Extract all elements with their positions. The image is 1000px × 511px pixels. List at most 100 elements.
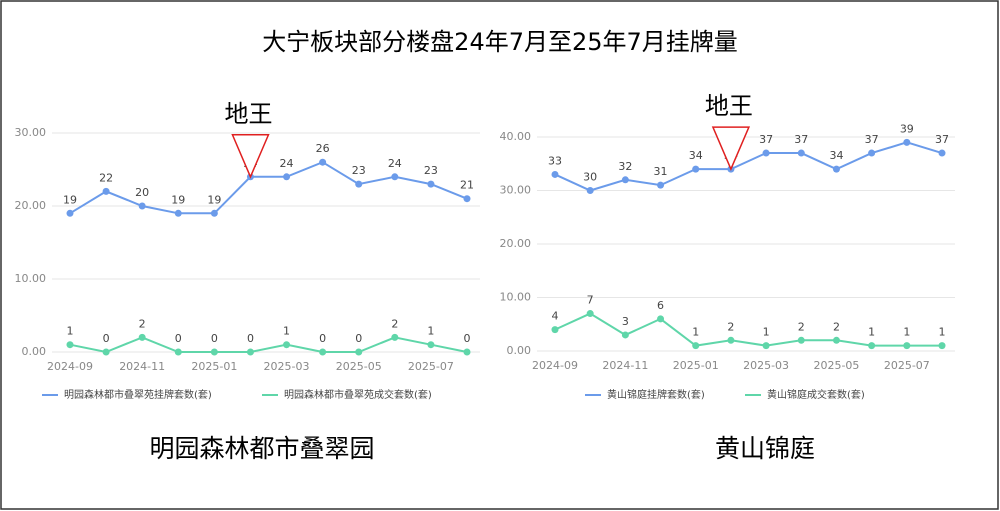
data-label: 0 [319, 332, 326, 345]
legend-label: 黄山锦庭挂牌套数(套) [607, 388, 705, 401]
data-label: 32 [618, 160, 632, 173]
point [868, 342, 876, 350]
y-tick-label: 30.00 [500, 184, 532, 197]
point [868, 149, 876, 157]
data-label: 37 [935, 133, 949, 146]
data-label: 1 [67, 325, 74, 338]
point [586, 310, 594, 318]
data-label: 1 [283, 325, 290, 338]
data-label: 37 [759, 133, 773, 146]
data-label: 30 [583, 171, 597, 184]
point [174, 348, 182, 356]
point [657, 315, 665, 323]
x-tick-label: 2025-07 [408, 360, 454, 373]
point [586, 187, 594, 194]
data-label: 21 [460, 179, 474, 192]
point [657, 181, 665, 189]
point [692, 165, 700, 173]
x-tick-label: 2024-11 [119, 360, 165, 373]
data-label: 2 [139, 317, 146, 330]
data-label: 37 [865, 133, 879, 146]
data-label: 37 [794, 133, 808, 146]
point [797, 336, 805, 344]
data-label: 24 [388, 157, 402, 170]
point [427, 180, 435, 188]
data-label: 0 [247, 332, 254, 345]
y-tick-label: 40.00 [500, 130, 532, 143]
series-line [69, 161, 468, 215]
point [692, 342, 700, 350]
point [903, 342, 911, 350]
point [102, 348, 110, 356]
data-label: 23 [424, 164, 438, 177]
caption: 黄山锦庭 [715, 434, 815, 463]
series-line [69, 336, 468, 354]
point [427, 341, 435, 349]
data-label: 0 [211, 332, 218, 345]
point [283, 173, 291, 181]
series-line [554, 312, 942, 347]
data-label: 39 [900, 122, 914, 135]
point [66, 341, 74, 349]
data-label: 1 [763, 326, 770, 339]
point [463, 195, 471, 203]
data-label: 4 [552, 310, 559, 323]
point [762, 149, 770, 157]
point [391, 173, 399, 181]
point [391, 333, 399, 341]
data-label: 2 [727, 320, 734, 333]
x-tick-label: 2025-03 [264, 360, 310, 373]
data-label: 19 [63, 193, 77, 206]
point [938, 342, 946, 350]
data-label: 1 [427, 325, 434, 338]
point [210, 348, 218, 356]
x-tick-label: 2024-09 [532, 359, 578, 372]
data-label: 19 [207, 193, 221, 206]
data-label: 26 [316, 142, 330, 155]
x-tick-label: 2025-03 [743, 359, 789, 372]
point [246, 348, 254, 356]
point [621, 331, 629, 339]
y-tick-label: 0.00 [22, 345, 47, 358]
legend-label: 明园森林都市叠翠苑成交套数(套) [284, 388, 432, 401]
data-label: 2 [391, 317, 398, 330]
data-label: 23 [352, 164, 366, 177]
data-label: 34 [829, 149, 843, 162]
point [319, 158, 327, 166]
point [551, 326, 559, 334]
data-label: 0 [103, 332, 110, 345]
point [66, 209, 74, 217]
point [903, 138, 911, 146]
annotation-arrow [711, 126, 751, 172]
y-tick-label: 20.00 [15, 199, 47, 212]
point [138, 202, 146, 210]
data-label: 7 [587, 294, 594, 307]
data-label: 31 [654, 165, 668, 178]
point [102, 187, 110, 195]
caption: 明园森林都市叠翠园 [149, 434, 374, 463]
data-label: 0 [464, 332, 471, 345]
point [138, 333, 146, 341]
data-label: 0 [355, 332, 362, 345]
data-label: 20 [135, 186, 149, 199]
data-label: 24 [280, 157, 294, 170]
point [832, 165, 840, 173]
data-label: 6 [657, 299, 664, 312]
point [762, 342, 770, 350]
point [797, 149, 805, 157]
x-tick-label: 2024-11 [602, 359, 648, 372]
y-tick-label: 10.00 [15, 272, 47, 285]
point [938, 149, 946, 157]
annotation: 地王 [224, 100, 272, 128]
point [174, 209, 182, 217]
point [551, 170, 559, 178]
point [621, 176, 629, 184]
x-tick-label: 2025-07 [884, 359, 930, 372]
page-title: 大宁板块部分楼盘24年7月至25年7月挂牌量 [262, 28, 738, 56]
point [283, 341, 291, 349]
data-label: 19 [171, 193, 185, 206]
point [832, 336, 840, 344]
